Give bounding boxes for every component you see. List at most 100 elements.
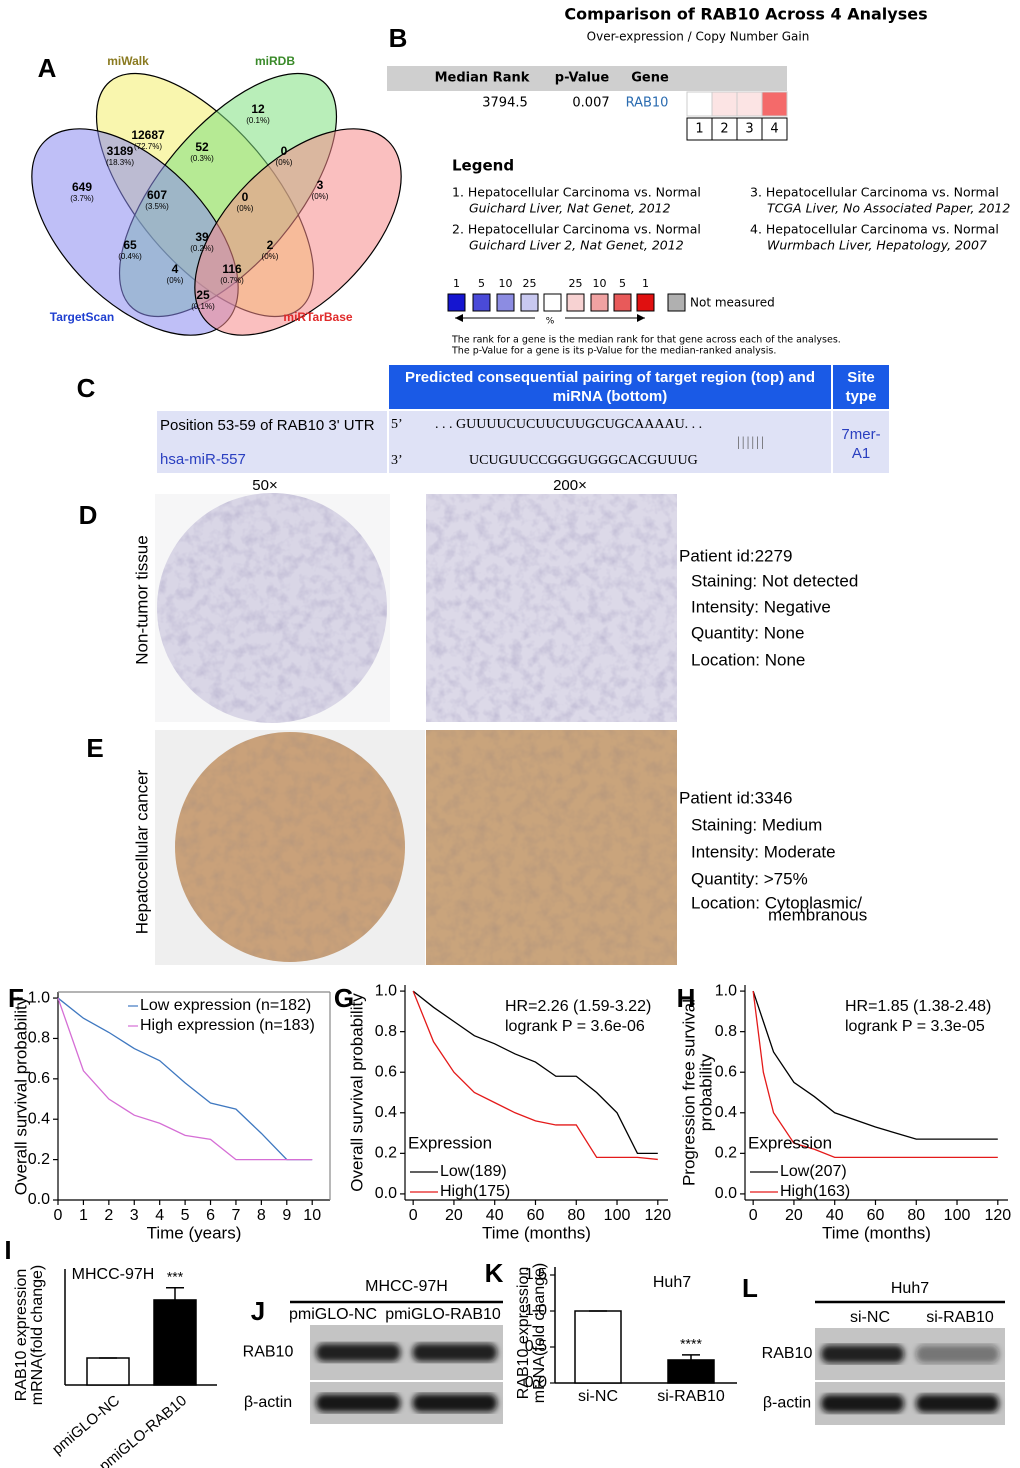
y-tick-label: 1.5 xyxy=(525,1266,547,1283)
median-rank: 3794.5 xyxy=(482,96,528,111)
scale-label: 5 xyxy=(478,277,485,290)
x-tick-label: 7 xyxy=(231,1207,240,1224)
magnification: 50× xyxy=(252,477,277,494)
band xyxy=(916,1345,999,1363)
x-tick-label: 2 xyxy=(104,1207,113,1224)
band xyxy=(412,1394,497,1412)
x-tick-label: si-NC xyxy=(578,1388,618,1405)
venn-percent: (3.5%) xyxy=(145,202,169,211)
row-label: β-actin xyxy=(244,1394,292,1411)
y-tick-label: 0.2 xyxy=(28,1151,50,1168)
chart-title: MHCC-97H xyxy=(72,1266,155,1283)
scale-box xyxy=(543,293,562,312)
y-axis-label: mRNA(fold change) xyxy=(29,1265,46,1406)
venn-count: 12687 xyxy=(131,128,165,142)
panel-label: C xyxy=(77,373,96,403)
tissue-texture xyxy=(175,732,405,962)
column-header: Gene xyxy=(631,71,669,86)
x-tick-label: 20 xyxy=(445,1207,463,1224)
rank-index: 2 xyxy=(720,122,728,137)
venn-count: 65 xyxy=(123,238,137,252)
detail: Staining: Not detected xyxy=(691,571,858,590)
y-tick-label: 0.6 xyxy=(715,1063,737,1080)
tissue-texture xyxy=(426,730,677,965)
x-tick-label: 8 xyxy=(257,1207,266,1224)
scale-box xyxy=(613,293,632,312)
annotation: logrank P = 3.3e-05 xyxy=(845,1018,985,1035)
target-label: Position 53-59 of RAB10 3' UTR xyxy=(160,417,375,434)
survival-curve xyxy=(412,990,658,1154)
venn-percent: (0%) xyxy=(262,252,279,261)
legend-label: Low(207) xyxy=(780,1163,847,1180)
bar xyxy=(574,1310,622,1384)
panel-label: A xyxy=(38,53,57,83)
x-tick-label: 100 xyxy=(604,1207,631,1224)
legend-title: Expression xyxy=(748,1133,832,1152)
header-cell: Site type xyxy=(833,365,889,409)
y-axis-label: probability xyxy=(696,1053,715,1131)
column-header: Median Rank xyxy=(435,71,530,86)
scale-box xyxy=(667,293,686,312)
title: Comparison of RAB10 Across 4 Analyses xyxy=(564,5,927,24)
venn-set-label: TargetScan xyxy=(50,310,114,324)
scale-box xyxy=(566,293,585,312)
arrow-head xyxy=(637,314,645,322)
x-tick-label: 4 xyxy=(155,1207,164,1224)
blot-title: MHCC-97H xyxy=(365,1278,448,1295)
legend-label: Low(189) xyxy=(440,1163,507,1180)
scale-label: 5 xyxy=(619,277,626,290)
panel-label: F xyxy=(8,983,24,1013)
venn-count: 116 xyxy=(222,262,242,276)
scale-label: 10 xyxy=(499,277,513,290)
survival-curve xyxy=(752,990,998,1140)
venn-set xyxy=(194,128,402,336)
bar xyxy=(153,1299,197,1386)
legend-title: Legend xyxy=(452,157,514,175)
annotation: HR=1.85 (1.38-2.48) xyxy=(845,998,991,1015)
legend-source: TCGA Liver, No Associated Paper, 2012 xyxy=(767,201,1010,216)
y-axis-label: RAB10 expression xyxy=(13,1269,30,1402)
x-axis-label: Time (years) xyxy=(147,1223,242,1242)
venn-set-label: miRDB xyxy=(255,54,295,68)
scale-label: 25 xyxy=(569,277,583,290)
detail: Quantity: None xyxy=(691,623,804,642)
survival-curve xyxy=(57,997,313,1161)
annotation: logrank P = 3.6e-06 xyxy=(505,1018,645,1035)
x-tick-label: 6 xyxy=(206,1207,215,1224)
scale-label: 10 xyxy=(593,277,607,290)
legend-entry: 2. Hepatocellular Carcinoma vs. Normal xyxy=(452,222,701,237)
x-tick-label: 120 xyxy=(644,1207,671,1224)
error-bar xyxy=(682,1354,700,1360)
venn-count: 2 xyxy=(267,238,274,252)
y-tick-label: 0.0 xyxy=(375,1185,397,1202)
venn-count: 52 xyxy=(195,140,209,154)
panel-label: E xyxy=(86,733,103,763)
y-axis-label: RAB10 expression xyxy=(515,1267,532,1400)
band xyxy=(316,1394,401,1412)
lane-label: si-NC xyxy=(850,1309,890,1326)
detail: Quantity: >75% xyxy=(691,869,808,888)
panel-label: G xyxy=(334,983,354,1013)
venn-percent: (18.3%) xyxy=(106,158,134,167)
panel-label: D xyxy=(79,500,98,530)
tissue-texture xyxy=(157,493,387,723)
annotation: HR=2.26 (1.59-3.22) xyxy=(505,998,651,1015)
arrow-head xyxy=(455,314,463,322)
rank-index-box xyxy=(761,117,788,141)
venn-count: 3189 xyxy=(107,144,134,158)
x-tick-label: 80 xyxy=(907,1207,925,1224)
x-tick-label: 9 xyxy=(282,1207,291,1224)
venn-percent: (0%) xyxy=(312,192,329,201)
sequence: . . . GUUUUCUCUUCUUGCUGCAAAAU. . . xyxy=(435,417,703,432)
legend-entry: 1. Hepatocellular Carcinoma vs. Normal xyxy=(452,185,701,200)
cell: 5’ . . . GUUUUCUCUUCUUGCUGCAAAAU. . . ||… xyxy=(389,411,831,473)
column-header: p-Value xyxy=(555,71,610,86)
venn-percent: (0.7%) xyxy=(220,276,244,285)
legend-source: Guichard Liver, Nat Genet, 2012 xyxy=(469,201,671,216)
x-tick-label: 0 xyxy=(54,1207,63,1224)
panel-label: L xyxy=(742,1273,758,1303)
venn-percent: (0.3%) xyxy=(190,154,214,163)
venn-percent: (0%) xyxy=(276,158,293,167)
venn-percent: (0.1%) xyxy=(191,302,215,311)
band xyxy=(821,1394,904,1413)
